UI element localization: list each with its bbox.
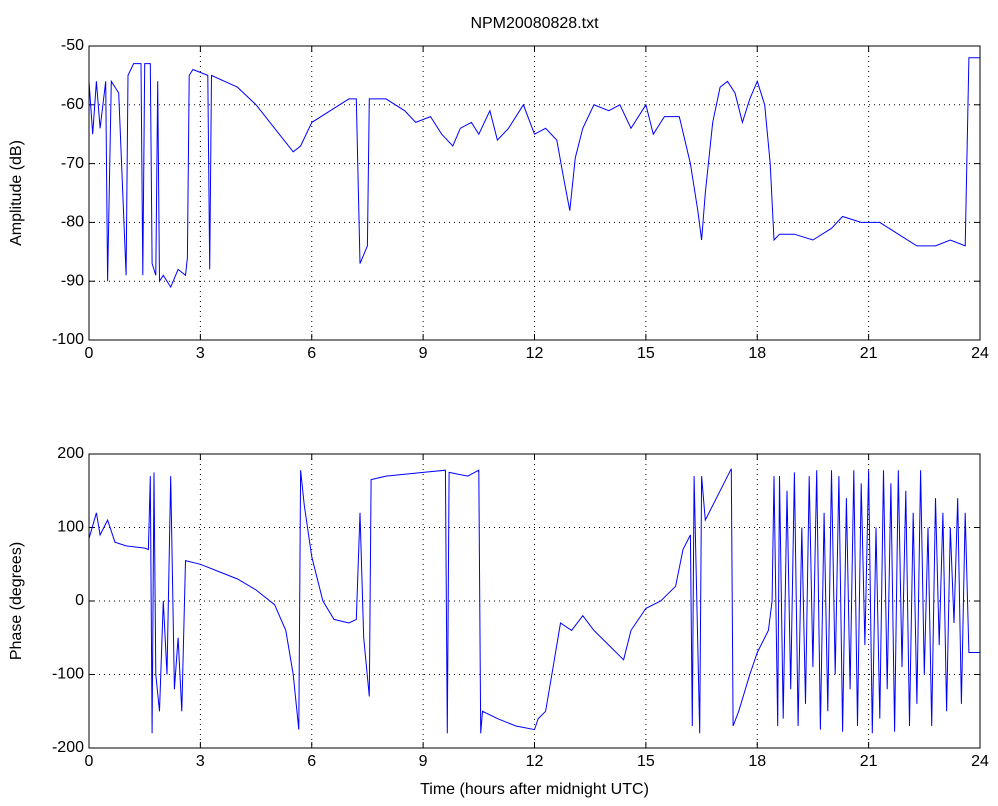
x-tick-label: 12 bbox=[526, 345, 544, 362]
x-tick-label: 21 bbox=[860, 753, 878, 770]
y-tick-label: 0 bbox=[75, 592, 84, 609]
data-line bbox=[88, 468, 980, 734]
y-tick-label: -50 bbox=[61, 37, 84, 54]
y-tick-label: 200 bbox=[57, 445, 84, 462]
x-axis-label: Time (hours after midnight UTC) bbox=[420, 781, 649, 798]
x-tick-label: 3 bbox=[196, 753, 205, 770]
x-tick-label: 21 bbox=[860, 345, 878, 362]
x-tick-label: 3 bbox=[196, 345, 205, 362]
x-tick-label: 0 bbox=[85, 753, 94, 770]
x-tick-label: 9 bbox=[419, 345, 428, 362]
x-tick-label: 0 bbox=[85, 345, 94, 362]
y-tick-label: -80 bbox=[61, 214, 84, 231]
data-line bbox=[88, 57, 980, 289]
plot-area bbox=[89, 46, 980, 340]
x-tick-label: 24 bbox=[971, 345, 989, 362]
y-tick-label: -60 bbox=[61, 96, 84, 113]
y-axis-label: Phase (degrees) bbox=[8, 542, 25, 660]
chart-title: NPM20080828.txt bbox=[470, 15, 599, 32]
x-tick-label: 24 bbox=[971, 753, 989, 770]
y-axis-label: Amplitude (dB) bbox=[8, 140, 25, 246]
y-tick-label: -200 bbox=[52, 739, 84, 756]
y-tick-label: -90 bbox=[61, 272, 84, 289]
x-tick-label: 6 bbox=[307, 753, 316, 770]
x-tick-label: 12 bbox=[526, 753, 544, 770]
x-tick-label: 6 bbox=[307, 345, 316, 362]
axes-box bbox=[88, 45, 981, 341]
y-tick-label: -100 bbox=[52, 666, 84, 683]
y-tick-label: -70 bbox=[61, 155, 84, 172]
axes-box bbox=[88, 453, 981, 749]
x-tick-label: 18 bbox=[748, 753, 766, 770]
x-tick-label: 9 bbox=[419, 753, 428, 770]
x-tick-label: 18 bbox=[748, 345, 766, 362]
x-tick-label: 15 bbox=[637, 345, 655, 362]
y-tick-label: 100 bbox=[57, 519, 84, 536]
y-tick-label: -100 bbox=[52, 331, 84, 348]
x-tick-label: 15 bbox=[637, 753, 655, 770]
